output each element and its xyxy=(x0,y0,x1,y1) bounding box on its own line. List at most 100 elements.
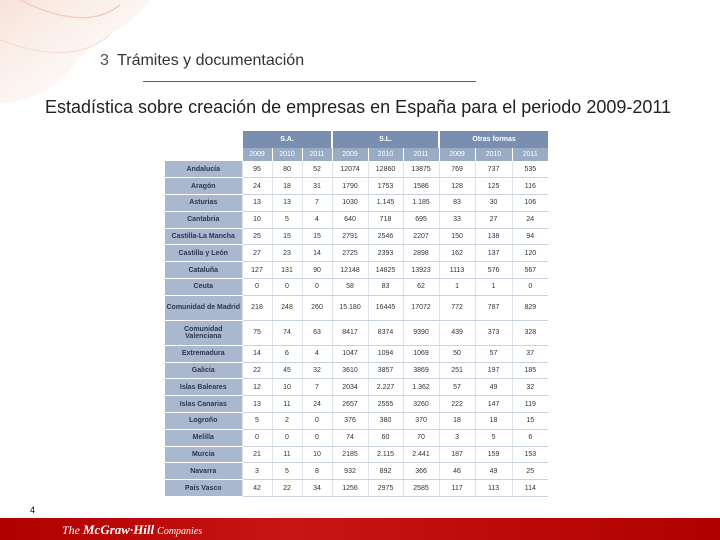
logo-suffix: Companies xyxy=(157,526,203,537)
table-cell: 62 xyxy=(402,278,440,296)
table-cell: 260 xyxy=(301,295,333,321)
table-cell: 49 xyxy=(474,378,513,397)
table-cell: 90 xyxy=(301,261,333,280)
table-cell: 49 xyxy=(474,462,513,481)
row-label: Comunidad de Madrid xyxy=(165,295,242,321)
row-label: Islas Canarias xyxy=(165,395,242,414)
table-cell: 5 xyxy=(271,462,302,481)
table-cell: 14 xyxy=(241,345,272,363)
table-cell: 1586 xyxy=(402,177,440,196)
table-cell: 52 xyxy=(301,161,333,179)
table-cell: 8374 xyxy=(367,320,404,346)
table-cell: 32 xyxy=(301,362,333,380)
row-label: Comunidad Valenciana xyxy=(165,320,242,346)
table-cell: 7 xyxy=(301,378,333,397)
table-cell: 2657 xyxy=(331,395,369,414)
row-label: Galicia xyxy=(165,362,242,380)
table-row: Cataluña 127 131 90 12148 14825 13923 1113 576 56… xyxy=(165,261,549,280)
table-cell: 576 xyxy=(474,261,513,280)
table-cell: 1790 xyxy=(331,177,369,196)
year-header: 2009 xyxy=(438,148,476,161)
table-cell: 2 xyxy=(271,412,302,430)
table-row: Islas Baleares 12 10 7 2034 2.227 1.362 57 49 32 xyxy=(165,378,549,397)
table-cell: 251 xyxy=(438,362,476,380)
page-number: 4 xyxy=(30,505,36,515)
table-row: Ceuta 0 0 0 58 83 62 1 1 0 xyxy=(165,278,549,296)
table-row: País Vasco 42 22 34 1256 2975 2585 117 113 114 xyxy=(165,479,549,498)
table-cell: 2898 xyxy=(402,244,440,263)
table-cell: 185 xyxy=(511,362,549,380)
decorative-swoosh xyxy=(0,0,150,104)
footer-bar: The McGraw·Hill Companies xyxy=(0,518,720,540)
table-cell: 2.441 xyxy=(402,446,440,464)
table-row: Comunidad de Madrid 218 248 260 15.180 16445 1… xyxy=(165,295,549,321)
table-cell: 1047 xyxy=(331,345,369,363)
table-cell: 2585 xyxy=(402,479,440,498)
table-cell: 787 xyxy=(474,295,513,321)
table-cell: 83 xyxy=(367,278,404,296)
table-cell: 1 xyxy=(438,278,476,296)
table-cell: 5 xyxy=(271,211,302,229)
table-row: Andalucía 95 80 52 12074 12860 13875 769 737 535 xyxy=(165,161,549,179)
year-header: 2010 xyxy=(367,148,404,161)
section-title-text: Trámites y documentación xyxy=(117,52,305,69)
table-cell: 4 xyxy=(301,345,333,363)
table-cell: 15 xyxy=(301,228,333,246)
table-cell: 58 xyxy=(331,278,369,296)
year-header: 2011 xyxy=(511,148,549,161)
row-label: Andalucía xyxy=(165,161,242,179)
table-cell: 31 xyxy=(301,177,333,196)
table-cell: 13 xyxy=(271,194,302,212)
table-cell: 162 xyxy=(438,244,476,263)
table-cell: 3 xyxy=(438,429,476,447)
row-label: Extremadura xyxy=(165,345,242,363)
logo-brand: McGraw·Hill xyxy=(83,522,155,537)
corner-cell xyxy=(165,148,242,161)
table-cell: 932 xyxy=(331,462,369,481)
table-cell: 197 xyxy=(474,362,513,380)
table-cell: 2393 xyxy=(367,244,404,263)
table-cell: 147 xyxy=(474,395,513,414)
table-cell: 13875 xyxy=(402,161,440,179)
table-cell: 25 xyxy=(511,462,549,481)
table-row: Castilla y León 27 23 14 2725 2393 2898 162 137 1… xyxy=(165,244,549,263)
group-header-sa: S.A. xyxy=(240,131,333,148)
table-cell: 30 xyxy=(474,194,513,212)
table-cell: 8417 xyxy=(331,320,369,346)
table-cell: 18 xyxy=(271,177,302,196)
table-cell: 1069 xyxy=(402,345,440,363)
table-cell: 119 xyxy=(511,395,549,414)
table-cell: 33 xyxy=(438,211,476,229)
table-cell: 94 xyxy=(511,228,549,246)
table-cell: 24 xyxy=(241,177,272,196)
table-cell: 10 xyxy=(301,446,333,464)
table-cell: 892 xyxy=(367,462,404,481)
table-cell: 2.115 xyxy=(367,446,404,464)
table-cell: 8 xyxy=(301,462,333,481)
table-cell: 11 xyxy=(271,395,302,414)
corner-cell xyxy=(165,131,242,148)
table-body: Andalucía 95 80 52 12074 12860 13875 769 737 535 A… xyxy=(165,161,549,498)
table-cell: 1 xyxy=(474,278,513,296)
table-cell: 50 xyxy=(438,345,476,363)
table-cell: 12074 xyxy=(331,161,369,179)
table-cell: 0 xyxy=(241,278,272,296)
table-cell: 23 xyxy=(271,244,302,263)
table-cell: 125 xyxy=(474,177,513,196)
table-cell: 1753 xyxy=(367,177,404,196)
table-cell: 695 xyxy=(402,211,440,229)
section-number: 3 xyxy=(100,52,109,69)
year-header: 2010 xyxy=(474,148,513,161)
table-row: Islas Canarias 13 11 24 2657 2555 3260 222 147 11… xyxy=(165,395,549,414)
table-cell: 22 xyxy=(241,362,272,380)
table-cell: 15 xyxy=(511,412,549,430)
row-label: Navarra xyxy=(165,462,242,481)
table-cell: 376 xyxy=(331,412,369,430)
table-cell: 159 xyxy=(474,446,513,464)
table-cell: 6 xyxy=(511,429,549,447)
table-cell: 12860 xyxy=(367,161,404,179)
table-cell: 18 xyxy=(474,412,513,430)
table-cell: 9390 xyxy=(402,320,440,346)
table-row: Navarra 3 5 8 932 892 366 46 49 25 xyxy=(165,462,549,481)
table-cell: 74 xyxy=(271,320,302,346)
